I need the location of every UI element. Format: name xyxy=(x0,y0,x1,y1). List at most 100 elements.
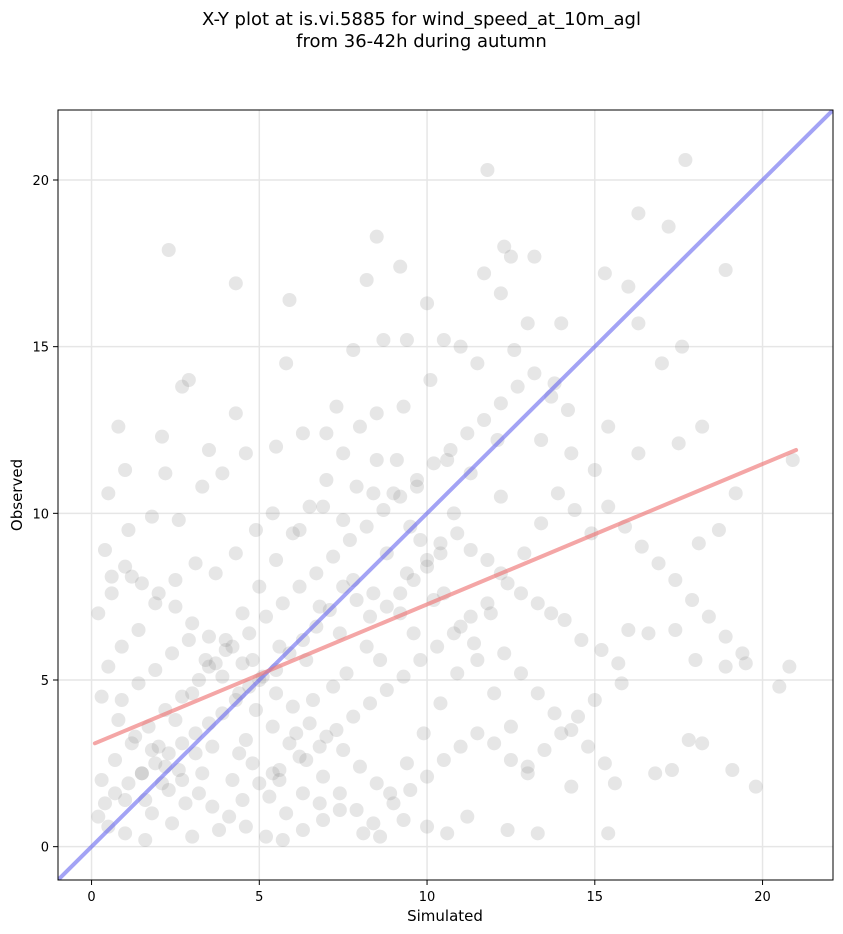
data-point xyxy=(420,296,435,311)
data-point xyxy=(433,536,448,551)
data-point xyxy=(738,656,753,671)
data-point xyxy=(406,626,421,641)
data-point xyxy=(440,826,455,841)
data-point xyxy=(383,786,398,801)
data-point xyxy=(329,399,344,414)
data-point xyxy=(507,343,522,357)
data-point xyxy=(138,833,153,847)
data-point xyxy=(295,823,310,837)
data-point xyxy=(711,523,726,537)
data-point xyxy=(470,726,485,741)
data-point xyxy=(631,316,646,331)
data-point xyxy=(97,543,112,557)
data-point xyxy=(104,586,119,601)
data-point xyxy=(467,636,482,651)
data-point xyxy=(450,526,465,541)
data-point xyxy=(195,479,210,494)
data-point xyxy=(94,773,109,787)
y-tick-label: 5 xyxy=(41,674,49,689)
data-point xyxy=(520,759,535,774)
data-point xyxy=(161,746,176,761)
data-point xyxy=(487,736,502,751)
data-point xyxy=(654,356,669,371)
data-point xyxy=(520,316,535,331)
data-point xyxy=(453,739,468,754)
data-point xyxy=(228,276,243,291)
data-point xyxy=(282,293,297,307)
data-point xyxy=(269,686,284,701)
data-point xyxy=(191,786,206,801)
data-point xyxy=(282,646,297,661)
data-point xyxy=(597,756,612,771)
data-point xyxy=(547,706,562,721)
data-point xyxy=(587,463,602,477)
data-point xyxy=(554,726,569,741)
data-point xyxy=(165,646,180,661)
data-point xyxy=(131,676,146,691)
data-point xyxy=(232,746,247,761)
data-point xyxy=(312,599,327,614)
data-point xyxy=(332,626,347,641)
data-point xyxy=(346,343,361,357)
data-point xyxy=(503,249,518,264)
data-point xyxy=(329,723,344,737)
data-point xyxy=(114,639,129,654)
data-point xyxy=(215,669,230,684)
data-point xyxy=(564,446,579,461)
data-point xyxy=(587,693,602,707)
data-point xyxy=(326,549,341,564)
y-tick-label: 10 xyxy=(32,507,49,522)
data-point xyxy=(185,686,200,701)
data-point xyxy=(513,586,528,601)
data-point xyxy=(326,679,341,694)
data-point xyxy=(782,659,797,674)
data-point xyxy=(480,596,495,611)
y-tick-label: 0 xyxy=(41,841,49,856)
data-point xyxy=(440,453,455,467)
data-point xyxy=(503,753,518,767)
data-point xyxy=(443,443,458,457)
data-point xyxy=(413,653,428,667)
data-point xyxy=(527,249,542,264)
data-point xyxy=(272,763,287,777)
data-point xyxy=(148,596,163,611)
data-point xyxy=(97,796,112,811)
data-point xyxy=(155,429,170,444)
data-point xyxy=(393,259,408,274)
data-point xyxy=(369,453,384,467)
data-point xyxy=(292,579,307,594)
data-point xyxy=(342,533,357,547)
data-point xyxy=(423,373,438,387)
data-point xyxy=(332,786,347,801)
data-point xyxy=(601,499,616,514)
data-point xyxy=(259,609,274,624)
data-point xyxy=(463,609,478,624)
data-point xyxy=(289,726,304,741)
data-point xyxy=(470,653,485,667)
data-point xyxy=(668,573,683,587)
data-point xyxy=(631,446,646,461)
data-point xyxy=(681,733,696,747)
data-point xyxy=(453,619,468,634)
data-point xyxy=(212,823,227,837)
data-point xyxy=(480,553,495,567)
data-point xyxy=(225,773,240,787)
data-point xyxy=(205,799,220,814)
plot-frame xyxy=(57,109,834,881)
data-point xyxy=(285,526,300,541)
data-point xyxy=(198,653,213,667)
grid-lines xyxy=(58,110,833,880)
data-point xyxy=(312,739,327,754)
data-point xyxy=(349,803,364,817)
data-point xyxy=(487,686,502,701)
regression-line xyxy=(92,448,799,746)
data-point xyxy=(144,509,159,524)
data-point xyxy=(171,763,186,777)
data-point xyxy=(352,419,367,434)
data-point xyxy=(594,643,609,657)
reference-lines xyxy=(58,110,833,880)
data-point xyxy=(621,623,636,637)
data-point xyxy=(238,446,253,461)
data-point xyxy=(366,816,381,831)
